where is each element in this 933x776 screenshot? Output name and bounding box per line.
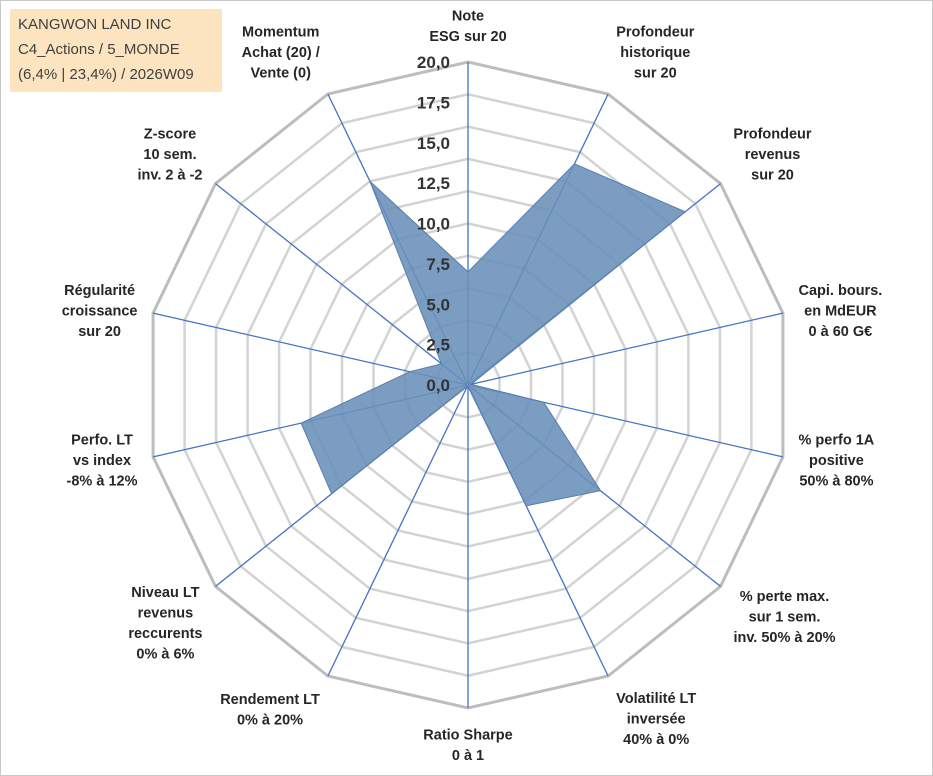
tick-label: 10,0 bbox=[417, 215, 450, 234]
radial-tick-labels: 0,0 2,5 5,0 7,5 10,0 12,5 15,0 17,5 20,0 bbox=[417, 53, 450, 395]
axis-label-line: Profondeur bbox=[733, 127, 811, 143]
axis-label-line: historique bbox=[620, 45, 690, 61]
axis-label-line: sur 20 bbox=[751, 168, 794, 184]
axis-label-line: reccurents bbox=[128, 626, 202, 642]
axis-label-line: sur 20 bbox=[78, 324, 121, 340]
tick-label: 7,5 bbox=[426, 255, 450, 274]
axis-label-line: positive bbox=[809, 453, 864, 469]
axis-label-line: 10 sem. bbox=[143, 147, 196, 163]
axis-label: Z-score 10 sem. inv. 2 à -2 bbox=[137, 127, 202, 184]
axis-label: % perte max. sur 1 sem. inv. 50% à 20% bbox=[733, 589, 835, 646]
tick-label: 5,0 bbox=[426, 295, 450, 314]
axis-label: Ratio Sharpe 0 à 1 bbox=[423, 728, 512, 765]
tick-label: 12,5 bbox=[417, 174, 450, 193]
tick-label: 2,5 bbox=[426, 336, 450, 355]
axis-label-line: 40% à 0% bbox=[623, 732, 689, 748]
tick-label: 17,5 bbox=[417, 93, 450, 112]
axis-label-line: inv. 50% à 20% bbox=[733, 630, 835, 646]
category-label: C4_Actions / 5_MONDE bbox=[18, 41, 180, 58]
axis-label: Volatilité LT inversée 40% à 0% bbox=[616, 691, 696, 748]
axis-label-line: -8% à 12% bbox=[67, 474, 138, 490]
axis-label: Note ESG sur 20 bbox=[429, 9, 506, 46]
tick-label: 15,0 bbox=[417, 134, 450, 153]
axis-label-line: Niveau LT bbox=[131, 585, 199, 601]
radar-series bbox=[300, 163, 687, 507]
axis-label-line: 0% à 6% bbox=[136, 647, 194, 663]
axis-label-line: % perte max. bbox=[740, 589, 829, 605]
axis-labels: Note ESG sur 20 Profondeur historique sur 20… bbox=[62, 9, 883, 765]
axis-label-line: Rendement LT bbox=[220, 692, 320, 708]
axis-label: Capi. bours. en MdEUR 0 à 60 G€ bbox=[799, 283, 883, 340]
tick-label: 0,0 bbox=[426, 376, 450, 395]
axis-label: Rendement LT 0% à 20% bbox=[220, 692, 320, 729]
axis-label-line: 0 à 60 G€ bbox=[809, 324, 873, 340]
axis-label-line: Achat (20) / bbox=[242, 45, 320, 61]
axis-label-line: inv. 2 à -2 bbox=[137, 168, 202, 184]
axis-label-line: Perfo. LT bbox=[71, 433, 133, 449]
axis-label-line: Régularité bbox=[64, 283, 135, 299]
axis-label-line: Z-score bbox=[144, 127, 196, 143]
axis-label-line: Ratio Sharpe bbox=[423, 728, 512, 744]
axis-label: Perfo. LT vs index -8% à 12% bbox=[67, 433, 138, 490]
axis-label: % perfo 1A positive 50% à 80% bbox=[799, 433, 875, 490]
axis-label-line: Profondeur bbox=[616, 24, 694, 40]
axis-label: Profondeur historique sur 20 bbox=[616, 24, 694, 81]
axis-label: Niveau LT revenus reccurents 0% à 6% bbox=[128, 585, 202, 663]
axis-label-line: inversée bbox=[627, 712, 686, 728]
axis-label-line: Momentum bbox=[242, 24, 319, 40]
axis-label-line: Volatilité LT bbox=[616, 691, 696, 707]
axis-spoke bbox=[327, 384, 469, 677]
axis-label-line: 0% à 20% bbox=[237, 713, 303, 729]
axis-label-line: Capi. bours. bbox=[799, 283, 883, 299]
axis-label: Profondeur revenus sur 20 bbox=[733, 127, 811, 184]
axis-spoke bbox=[467, 312, 784, 386]
axis-label: Régularité croissance sur 20 bbox=[62, 283, 138, 340]
axis-label-line: en MdEUR bbox=[804, 303, 877, 319]
series-area bbox=[300, 163, 687, 507]
axis-label-line: sur 1 sem. bbox=[749, 610, 821, 626]
axis-spoke bbox=[215, 183, 469, 386]
axis-label: Momentum Achat (20) / Vente (0) bbox=[242, 24, 320, 81]
axis-label-line: revenus bbox=[745, 147, 801, 163]
axis-label-line: Note bbox=[452, 9, 484, 25]
axis-label-line: sur 20 bbox=[634, 65, 677, 81]
axis-label-line: 50% à 80% bbox=[799, 474, 873, 490]
period-label: (6,4% | 23,4%) / 2026W09 bbox=[18, 66, 194, 83]
axis-label-line: 0 à 1 bbox=[452, 748, 484, 764]
company-name: KANGWON LAND INC bbox=[18, 16, 172, 33]
axis-label-line: Vente (0) bbox=[250, 65, 311, 81]
title-box: KANGWON LAND INC C4_Actions / 5_MONDE (6… bbox=[10, 9, 222, 92]
axis-label-line: % perfo 1A bbox=[799, 433, 875, 449]
axis-label-line: revenus bbox=[138, 606, 194, 622]
axis-label-line: ESG sur 20 bbox=[429, 29, 506, 45]
tick-label: 20,0 bbox=[417, 53, 450, 72]
axis-label-line: vs index bbox=[73, 453, 131, 469]
axis-label-line: croissance bbox=[62, 303, 138, 319]
